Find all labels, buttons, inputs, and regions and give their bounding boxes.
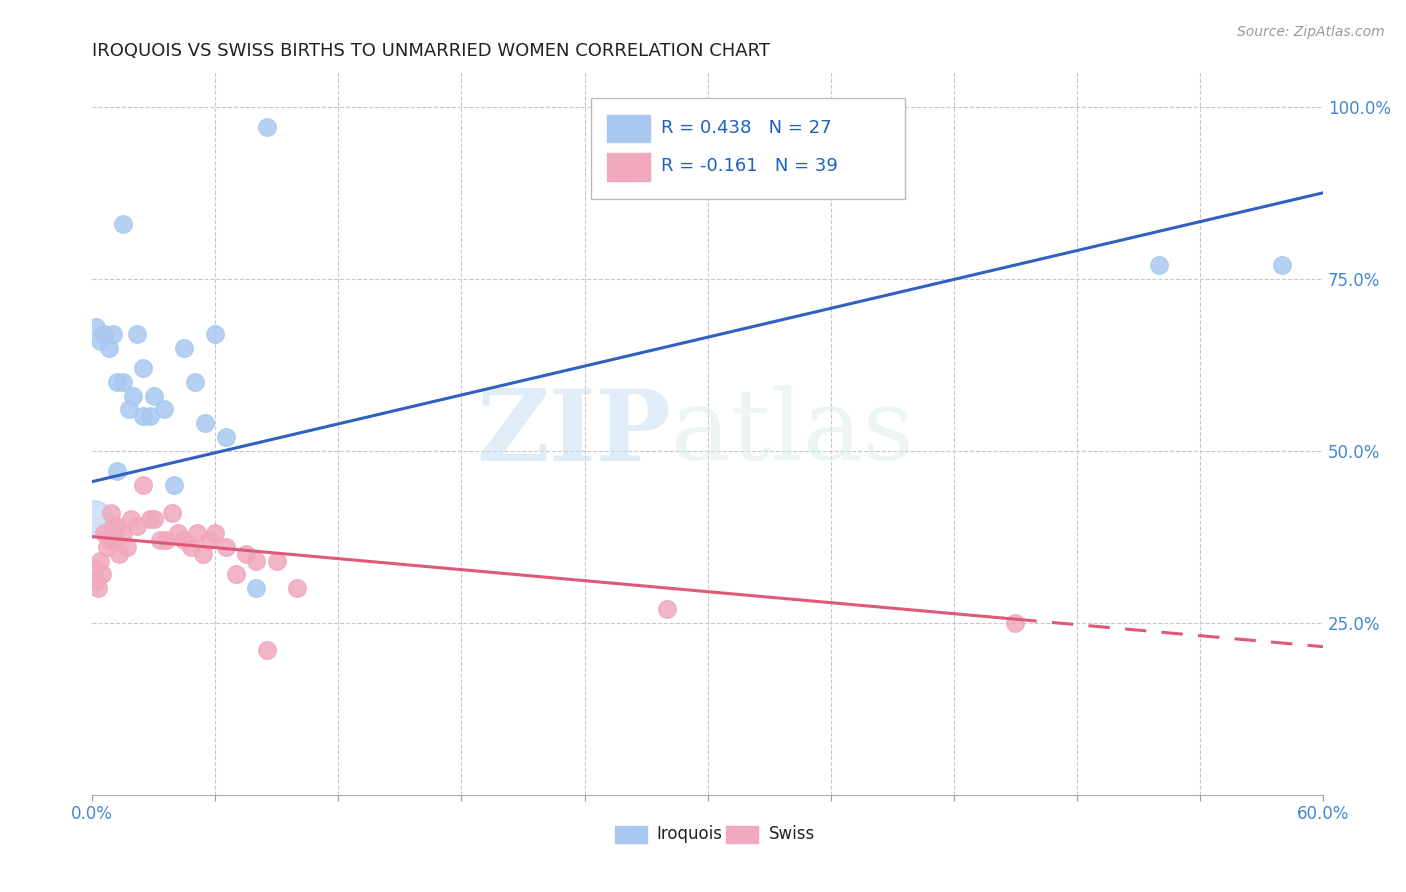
Point	[83, 512, 105, 526]
Point	[84, 319, 107, 334]
Point	[155, 533, 177, 547]
Text: atlas: atlas	[671, 385, 914, 482]
Point	[153, 402, 176, 417]
Point	[256, 120, 278, 135]
Bar	[607, 115, 650, 143]
Point	[132, 409, 155, 424]
Point	[285, 581, 308, 595]
Point	[138, 409, 160, 424]
Point	[142, 389, 165, 403]
Point	[115, 540, 138, 554]
Point	[93, 326, 115, 341]
Text: ZIP: ZIP	[475, 385, 671, 482]
Point	[214, 430, 236, 444]
Text: R = -0.161   N = 39: R = -0.161 N = 39	[661, 157, 838, 176]
Point	[105, 519, 128, 533]
Point	[235, 547, 257, 561]
Bar	[607, 153, 650, 181]
Point	[111, 526, 134, 541]
Point	[186, 526, 208, 541]
Point	[87, 581, 110, 595]
Point	[655, 602, 678, 616]
Point	[83, 560, 105, 574]
Point	[97, 533, 120, 547]
Point	[214, 540, 236, 554]
Bar	[725, 826, 758, 843]
Point	[111, 217, 134, 231]
Point	[120, 512, 142, 526]
Point	[142, 512, 165, 526]
FancyBboxPatch shape	[591, 98, 904, 199]
Point	[101, 326, 124, 341]
Point	[89, 554, 111, 568]
Point	[163, 478, 186, 492]
Point	[127, 326, 149, 341]
Point	[108, 547, 131, 561]
Point	[105, 464, 128, 478]
Point	[149, 533, 172, 547]
Point	[194, 416, 217, 430]
Point	[97, 341, 120, 355]
Point	[96, 540, 118, 554]
Point	[118, 402, 141, 417]
Point	[91, 567, 114, 582]
Point	[180, 540, 202, 554]
Point	[132, 478, 155, 492]
Point	[198, 533, 221, 547]
Point	[122, 389, 145, 403]
Point	[105, 375, 128, 389]
Point	[104, 533, 127, 547]
Point	[204, 526, 226, 541]
Point	[167, 526, 190, 541]
Text: IROQUOIS VS SWISS BIRTHS TO UNMARRIED WOMEN CORRELATION CHART: IROQUOIS VS SWISS BIRTHS TO UNMARRIED WO…	[93, 42, 770, 60]
Point	[160, 506, 183, 520]
Point	[93, 526, 115, 541]
Point	[173, 341, 195, 355]
Bar	[616, 826, 647, 843]
Point	[132, 361, 155, 376]
Text: Source: ZipAtlas.com: Source: ZipAtlas.com	[1237, 25, 1385, 39]
Point	[127, 519, 149, 533]
Point	[1004, 615, 1026, 630]
Point	[89, 334, 111, 348]
Point	[266, 554, 288, 568]
Point	[100, 506, 122, 520]
Point	[1147, 258, 1170, 272]
Text: Swiss: Swiss	[769, 825, 815, 843]
Point	[204, 326, 226, 341]
Point	[245, 554, 267, 568]
Point	[173, 533, 195, 547]
Point	[101, 519, 124, 533]
Point	[191, 547, 214, 561]
Text: Iroquois: Iroquois	[657, 825, 721, 843]
Point	[111, 375, 134, 389]
Point	[1271, 258, 1294, 272]
Point	[84, 574, 107, 589]
Point	[256, 643, 278, 657]
Text: R = 0.438   N = 27: R = 0.438 N = 27	[661, 119, 831, 137]
Point	[138, 512, 160, 526]
Point	[184, 375, 207, 389]
Point	[225, 567, 247, 582]
Point	[245, 581, 267, 595]
